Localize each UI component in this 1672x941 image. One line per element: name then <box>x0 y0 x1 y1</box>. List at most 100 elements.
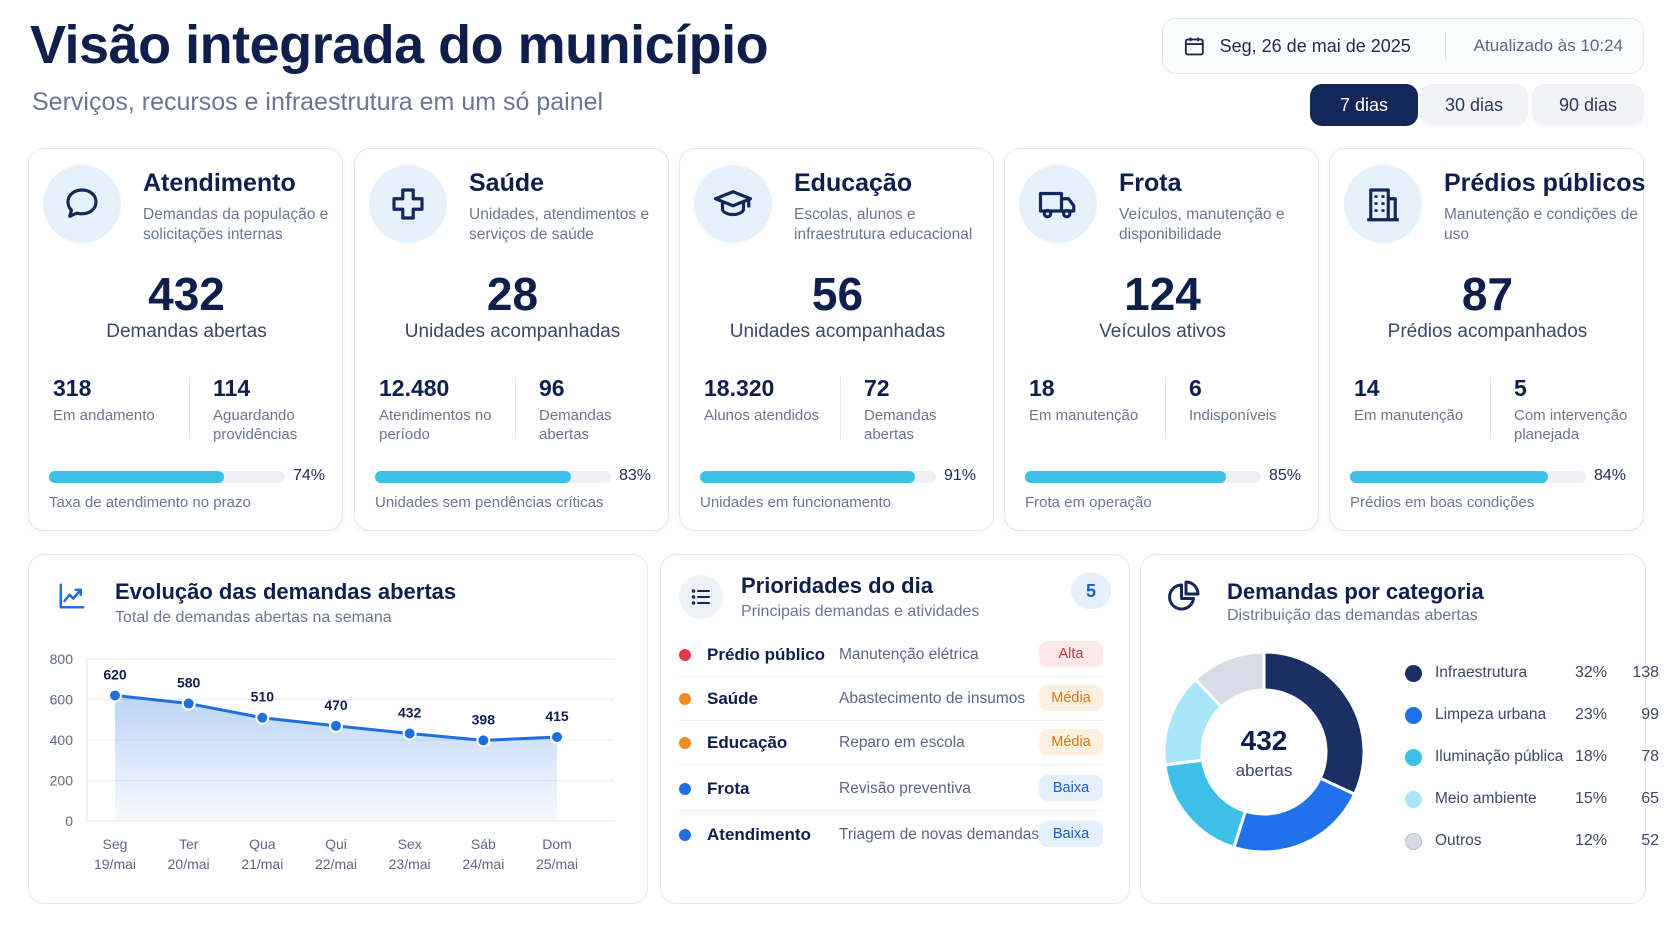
x-tick-date: 23/mai <box>389 856 431 872</box>
data-point <box>181 696 196 711</box>
x-tick-date: 22/mai <box>315 856 357 872</box>
priority-category: Educação <box>707 733 788 752</box>
card-stat-1: 318 Em andamento <box>53 375 183 425</box>
priority-row[interactable]: Prédio público Manutenção elétrica Alta <box>679 633 1103 677</box>
legend-row: Iluminação pública 18% 78 <box>1405 745 1672 771</box>
range-30-days-button[interactable]: 30 dias <box>1420 84 1528 126</box>
last-updated: Atualizado às 10:24 <box>1473 36 1623 55</box>
card-description: Veículos, manutenção e disponibilidade <box>1119 206 1285 243</box>
card-description: Manutenção e condições de uso <box>1444 206 1638 243</box>
stat-label: Demandas abertas <box>539 407 612 443</box>
progress-bar <box>375 471 611 483</box>
list-icon <box>691 589 710 605</box>
legend-count: 52 <box>1641 832 1659 849</box>
stat-value: 18 <box>1029 375 1055 401</box>
x-tick-label: Qui <box>325 836 347 852</box>
progress-fill <box>700 471 915 483</box>
x-tick-label: Seg <box>103 836 128 852</box>
stat-value: 114 <box>213 375 251 401</box>
list-icon-circle <box>679 575 723 619</box>
range-90-days-button[interactable]: 90 dias <box>1532 84 1644 126</box>
graduation-cap-icon <box>713 190 753 217</box>
priority-level-badge: Média <box>1039 685 1103 711</box>
data-point <box>550 729 564 744</box>
x-tick-label: Dom <box>542 836 572 852</box>
priority-dot <box>679 693 691 705</box>
stat-divider <box>515 377 516 439</box>
current-date: Seg, 26 de mai de 2025 <box>1219 35 1411 56</box>
data-point <box>108 688 122 703</box>
stat-divider <box>1490 377 1491 439</box>
categories-subtitle: Distribuição das demandas abertas <box>1227 607 1478 624</box>
progress-bar <box>1350 471 1586 483</box>
progress-label: Unidades em funcionamento <box>700 494 891 511</box>
progress-label: Unidades sem pendências críticas <box>375 494 604 511</box>
legend-percent: 18% <box>1575 748 1608 765</box>
priority-category: Saúde <box>707 689 759 708</box>
card-predios-publicos[interactable]: Prédios públicos Manutenção e condições … <box>1329 148 1645 531</box>
stat-label: Alunos atendidos <box>704 407 820 424</box>
card-icon-circle <box>1344 165 1422 243</box>
stat-label: Em manutenção <box>1354 407 1464 424</box>
card-stat-1: 14 Em manutenção <box>1354 375 1484 425</box>
legend-percent: 12% <box>1575 832 1608 849</box>
x-tick-label: Qua <box>249 836 276 852</box>
card-stat-2: 72 Demandas abertas <box>864 375 989 444</box>
card-stat-2: 5 Com intervenção planejada <box>1514 375 1639 444</box>
progress-percent: 91% <box>944 467 977 484</box>
page-subtitle: Serviços, recursos e infraestrutura em u… <box>32 88 604 116</box>
priority-level-badge: Média <box>1039 729 1103 755</box>
priority-row[interactable]: Frota Revisão preventiva Baixa <box>679 767 1103 811</box>
date-selector[interactable]: Seg, 26 de mai de 2025 Atualizado às 10:… <box>1162 18 1644 74</box>
data-label: 580 <box>177 675 201 691</box>
legend-swatch <box>1405 791 1422 808</box>
card-title: Saúde <box>469 169 545 197</box>
chat-bubble-icon <box>66 188 98 218</box>
legend-row: Outros 12% 52 <box>1405 829 1672 855</box>
data-point <box>402 726 417 741</box>
card-icon-circle <box>694 165 772 243</box>
card-educacao[interactable]: Educação Escolas, alunos e infraestrutur… <box>679 148 994 531</box>
x-tick-date: 24/mai <box>462 856 504 872</box>
progress-label: Prédios em boas condições <box>1350 494 1535 511</box>
progress-bar <box>49 471 285 483</box>
legend-name: Iluminação pública <box>1435 748 1564 765</box>
page-header: Visão integrada do município Serviços, r… <box>0 0 1672 140</box>
card-stat-1: 18.320 Alunos atendidos <box>704 375 834 425</box>
priority-row[interactable]: Atendimento Triagem de novas demandas Ba… <box>679 813 1103 857</box>
progress-fill <box>1025 471 1226 483</box>
x-tick-label: Ter <box>179 836 199 852</box>
progress-bar <box>1025 471 1261 483</box>
stat-label: Atendimentos no período <box>379 407 492 443</box>
priority-task: Revisão preventiva <box>839 780 971 797</box>
stat-label: Indisponíveis <box>1189 407 1277 424</box>
range-7-days-button[interactable]: 7 dias <box>1310 84 1418 126</box>
x-tick-label: Sex <box>398 836 422 852</box>
legend-count: 78 <box>1641 748 1659 765</box>
priorities-count-badge: 5 <box>1071 573 1111 609</box>
card-saude[interactable]: Saúde Unidades, atendimentos e serviços … <box>354 148 669 531</box>
y-tick-label: 0 <box>65 813 73 829</box>
progress-bar <box>700 471 936 483</box>
evolution-panel: Evolução das demandas abertas Total de d… <box>28 554 648 904</box>
priority-row[interactable]: Saúde Abastecimento de insumos Média <box>679 677 1103 721</box>
progress-percent: 83% <box>619 467 652 484</box>
progress-fill <box>1350 471 1549 483</box>
priority-row[interactable]: Educação Reparo em escola Média <box>679 721 1103 765</box>
card-stat-1: 12.480 Atendimentos no período <box>379 375 509 444</box>
data-point <box>476 733 491 748</box>
y-tick-label: 400 <box>50 732 74 748</box>
priorities-panel: Prioridades do dia Principais demandas e… <box>660 554 1130 904</box>
card-atendimento[interactable]: Atendimento Demandas da população e soli… <box>28 148 343 531</box>
card-icon-circle <box>369 165 447 243</box>
legend-percent: 32% <box>1575 664 1608 681</box>
progress-label: Frota em operação <box>1025 494 1152 511</box>
card-description: Unidades, atendimentos e serviços de saú… <box>469 206 650 243</box>
y-tick-label: 600 <box>50 692 74 708</box>
categories-panel: Demandas por categoria Distribuição das … <box>1140 554 1659 904</box>
donut-slice <box>1232 776 1357 854</box>
card-main-label: Prédios acompanhados <box>1387 321 1588 342</box>
card-frota[interactable]: Frota Veículos, manutenção e disponibili… <box>1004 148 1319 531</box>
legend-row: Limpeza urbana 23% 99 <box>1405 703 1672 729</box>
data-label: 510 <box>251 689 275 705</box>
